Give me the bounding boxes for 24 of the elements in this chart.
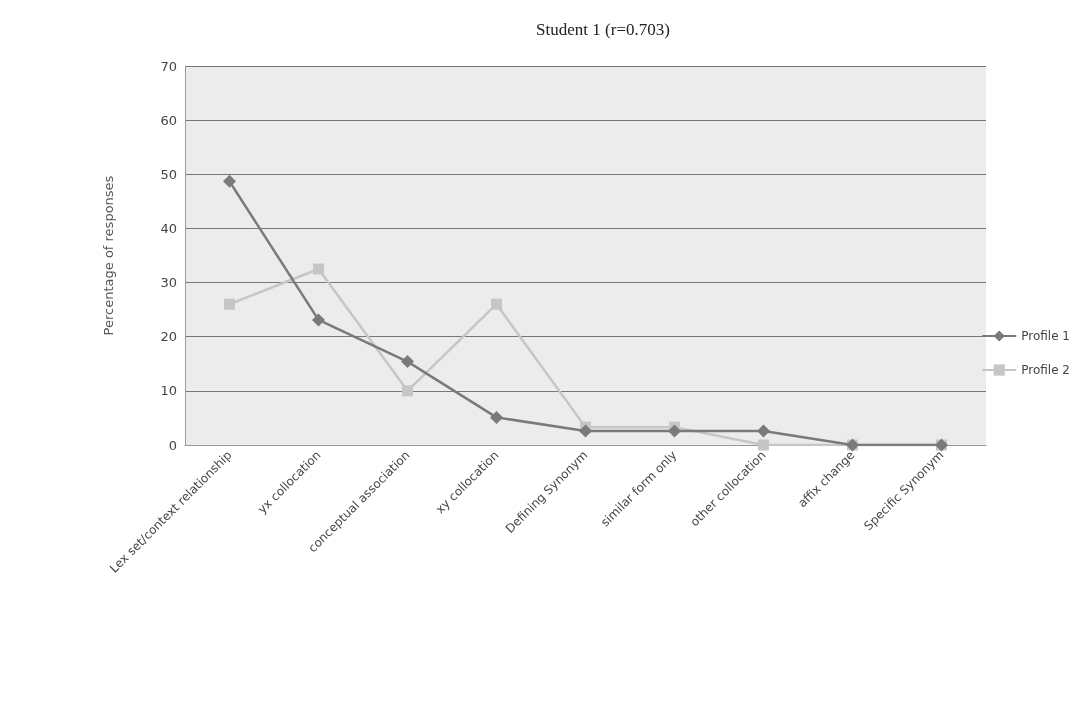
y-tick-label: 60: [160, 112, 177, 128]
y-tick-label: 30: [160, 275, 177, 291]
legend-label: Profile 1: [1021, 329, 1070, 343]
point: [758, 439, 769, 451]
point: [491, 298, 502, 310]
point: [223, 174, 236, 188]
point: [668, 424, 681, 438]
legend-label: Profile 2: [1021, 363, 1070, 377]
point: [757, 424, 770, 438]
point: [401, 355, 414, 369]
y-tick-label: 70: [160, 58, 177, 74]
y-axis-title: Percentage of responses: [101, 175, 116, 336]
point: [579, 424, 592, 438]
y-tick-label: 10: [160, 383, 177, 399]
chart-title: Student 1 (r=0.703): [536, 20, 670, 39]
point: [402, 385, 413, 397]
point: [312, 313, 325, 327]
y-tick-label: 20: [160, 329, 177, 345]
y-tick-label: 50: [160, 166, 177, 182]
point: [313, 263, 324, 275]
point: [224, 298, 235, 310]
point: [490, 410, 503, 424]
y-tick-label: 0: [168, 437, 177, 453]
y-tick-label: 40: [160, 220, 177, 236]
